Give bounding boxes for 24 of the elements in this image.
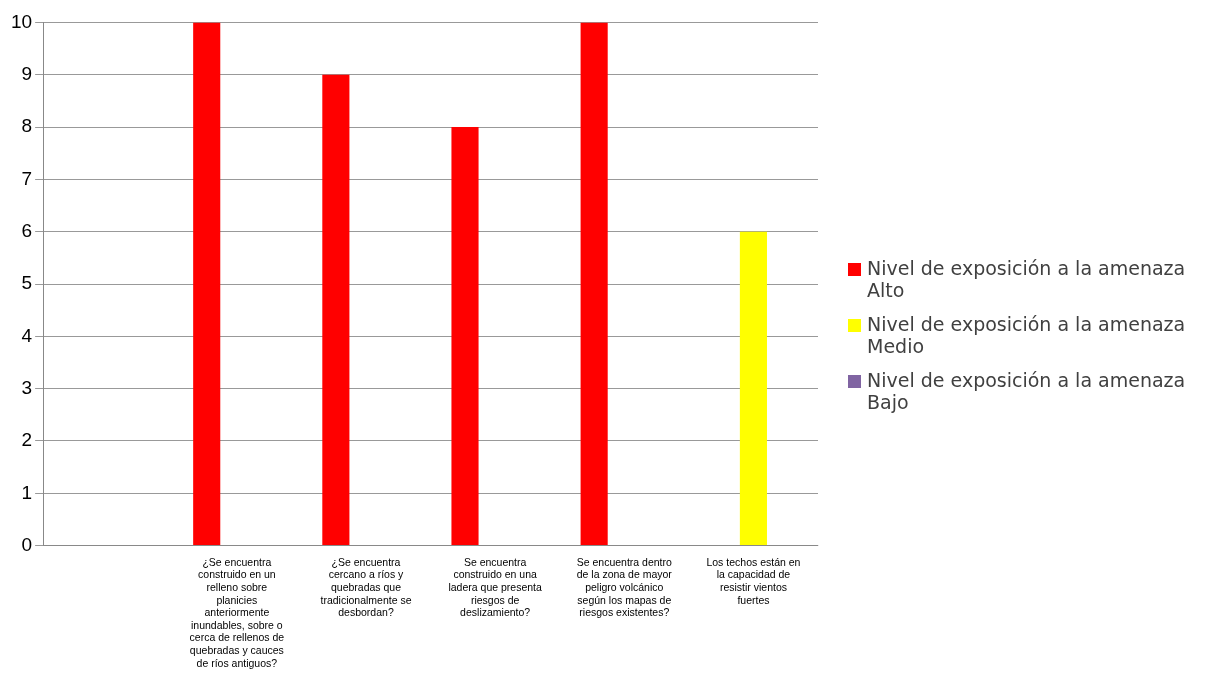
bar <box>322 74 350 546</box>
y-tick-label: 2 <box>21 429 33 451</box>
y-tick-label: 7 <box>21 167 33 189</box>
x-tick-label: ¿Se encuentra cercano a ríos y quebradas que tradicionalmente se desbordan? <box>320 555 412 619</box>
bar <box>739 231 767 546</box>
y-tick-label: 10 <box>10 10 33 32</box>
y-tick-label: 4 <box>21 324 33 346</box>
legend-label: Nivel de exposición a la amenaza Bajo <box>867 368 1187 413</box>
y-tick-label: 6 <box>21 219 33 241</box>
bar <box>451 127 479 546</box>
y-tick-label: 3 <box>21 376 33 398</box>
bar <box>580 22 608 546</box>
legend-label: Nivel de exposición a la amenaza Medio <box>867 312 1187 357</box>
x-tick-label: Se encuentra construido en una ladera que presenta riesgos de deslizamiento? <box>448 555 542 619</box>
category-label: ¿Se encuentra construido en un relleno sobre planicies anteriormente inundables, sobre o cerca de rellenos de quebradas y cauces de ríos antiguos? <box>189 555 285 669</box>
y-tick-label: 5 <box>21 272 33 294</box>
legend-label: Nivel de exposición a la amenaza Alto <box>867 256 1187 301</box>
y-tick-label: 0 <box>21 533 33 555</box>
y-tick-label: 9 <box>21 62 33 84</box>
y-tick-label: 8 <box>21 115 33 137</box>
x-tick-label: Los techos están en la capacidad de resistir vientos fuertes <box>706 555 801 606</box>
y-tick-label: 1 <box>21 481 33 503</box>
x-tick-label: Se encuentra dentro de la zona de mayor peligro volcánico según los mapas de riesgos existentes? <box>576 555 673 619</box>
bar <box>193 22 221 546</box>
